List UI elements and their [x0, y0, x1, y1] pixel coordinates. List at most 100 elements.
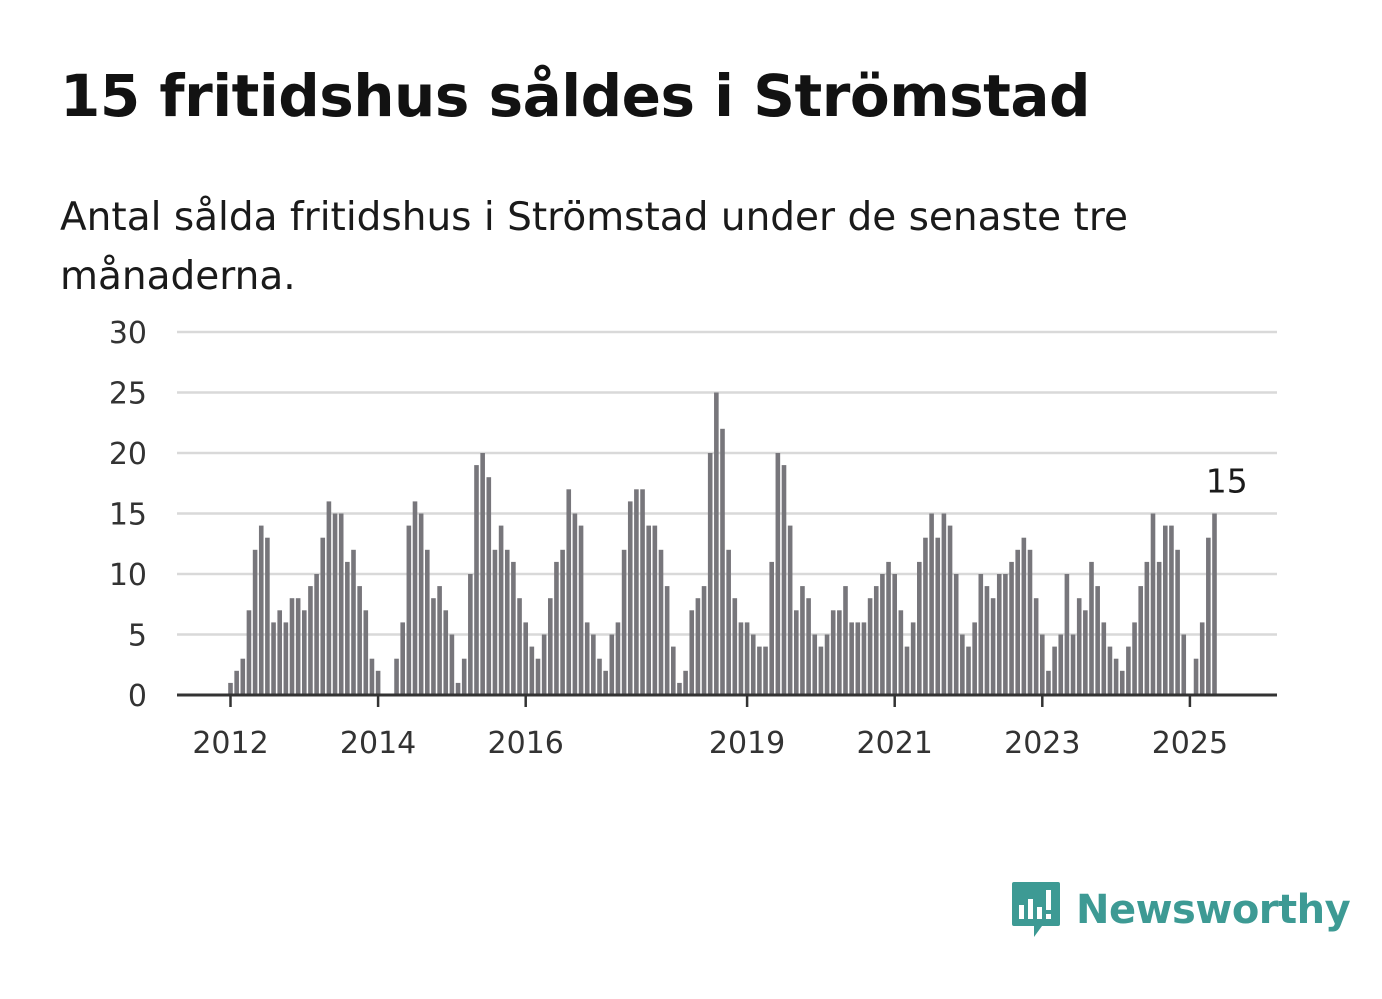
chart-title: 15 fritidshus såldes i Strömstad: [60, 62, 1091, 130]
bar: [634, 489, 639, 695]
bar: [898, 610, 904, 695]
bar: [572, 513, 578, 695]
y-tick-label: 30: [109, 316, 147, 351]
bar: [714, 392, 719, 695]
bar: [265, 537, 270, 695]
bar: [320, 537, 326, 695]
bar: [978, 574, 984, 695]
bar: [849, 622, 854, 695]
brand-name: Newsworthy: [1076, 887, 1351, 933]
bar: [621, 549, 627, 695]
bar: [892, 574, 897, 695]
bar: [603, 670, 608, 695]
bar: [597, 658, 602, 695]
bar: [677, 682, 682, 695]
bar: [1212, 513, 1217, 695]
bar: [326, 501, 332, 695]
bar: [345, 561, 350, 695]
bars: [228, 392, 1217, 695]
bar: [468, 574, 473, 695]
bar: [873, 586, 879, 695]
bar: [941, 513, 947, 695]
bar: [812, 634, 818, 695]
bar: [541, 634, 547, 695]
bar: [431, 598, 436, 695]
x-tick-label: 2016: [488, 726, 564, 761]
bar: [498, 525, 504, 695]
bar: [394, 658, 399, 695]
bar: [461, 658, 467, 695]
bar: [707, 453, 713, 695]
bar: [302, 610, 307, 695]
bar: [689, 610, 695, 695]
bar: [935, 537, 941, 695]
newsworthy-logo-icon: [1012, 882, 1060, 937]
bar: [720, 428, 725, 695]
bar: [923, 537, 928, 695]
bar: [1033, 598, 1039, 695]
x-tick-label: 2019: [709, 726, 785, 761]
bar: [1199, 622, 1205, 695]
bar: [295, 598, 301, 695]
bar: [240, 658, 246, 695]
bar: [246, 610, 252, 695]
bar: [277, 610, 282, 695]
bar: [443, 610, 449, 695]
bar: [375, 670, 381, 695]
bar: [664, 586, 670, 695]
bar: [726, 549, 731, 695]
bar: [1040, 634, 1045, 695]
bar: [566, 489, 572, 695]
bar: [658, 549, 664, 695]
bar: [289, 598, 295, 695]
bar: [990, 598, 996, 695]
bar: [437, 586, 442, 695]
bar: [258, 525, 264, 695]
chart-subtitle: Antal sålda fritidshus i Strömstad under…: [60, 195, 1129, 299]
bar: [474, 465, 479, 695]
newsworthy-logo[interactable]: Newsworthy: [1010, 880, 1351, 940]
bar: [843, 586, 848, 695]
bar: [787, 525, 793, 695]
x-tick-label: 2014: [340, 726, 416, 761]
bar: [867, 598, 873, 695]
bar: [671, 646, 676, 695]
bar: [1003, 574, 1008, 695]
bar: [308, 586, 313, 695]
bar: [252, 549, 258, 695]
bar: [578, 525, 584, 695]
bar: [535, 658, 541, 695]
bar: [800, 586, 805, 695]
bar: [1181, 634, 1187, 695]
bar: [830, 610, 836, 695]
y-tick-label: 15: [109, 498, 147, 533]
bar: [1101, 622, 1107, 695]
bar: [1076, 598, 1082, 695]
bar: [1015, 549, 1020, 695]
bar: [591, 634, 596, 695]
bar: [683, 670, 688, 695]
bar: [757, 646, 762, 695]
bar: [400, 622, 405, 695]
bar: [1027, 549, 1033, 695]
bar: [947, 525, 953, 695]
y-tick-label: 5: [128, 619, 147, 654]
bar: [406, 525, 412, 695]
bar: [1058, 634, 1064, 695]
bar: [234, 670, 239, 695]
bar: [332, 513, 338, 695]
bar: [738, 622, 744, 695]
y-tick-label: 10: [109, 558, 147, 593]
y-tick-label: 20: [109, 437, 147, 472]
bar: [1150, 513, 1156, 695]
bar: [449, 634, 455, 695]
bar: [910, 622, 916, 695]
bar: [529, 646, 535, 695]
bar: [283, 622, 289, 695]
bar: [1126, 646, 1131, 695]
bar: [418, 513, 424, 695]
bar: [1119, 670, 1125, 695]
bar: [886, 561, 891, 695]
bar: [1144, 561, 1150, 695]
